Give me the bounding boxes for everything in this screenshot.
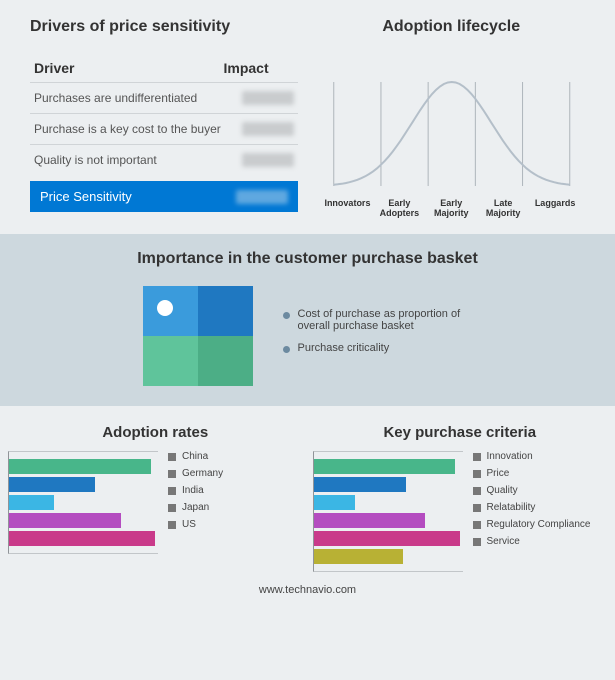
- impact-blurred: [242, 91, 294, 105]
- adoption-rates-panel: Adoption rates China Germany India Japan US: [8, 424, 303, 572]
- col-header-impact: Impact: [224, 60, 294, 76]
- lifecycle-labels: InnovatorsEarly AdoptersEarly MajorityLa…: [318, 199, 586, 219]
- driver-label: Purchase is a key cost to the buyer: [34, 122, 242, 136]
- legend-swatch-icon: [168, 453, 176, 461]
- bar: [9, 531, 155, 546]
- table-row: Quality is not important: [30, 144, 298, 175]
- lifecycle-stage-label: Early Adopters: [373, 199, 425, 219]
- legend-item: Relatability: [473, 502, 591, 513]
- price-sensitivity-bar: Price Sensitivity: [30, 181, 298, 212]
- bar: [9, 513, 121, 528]
- legend-item: Quality: [473, 485, 591, 496]
- legend-item: US: [168, 519, 223, 530]
- table-row: Purchases are undifferentiated: [30, 82, 298, 113]
- bullet-icon: [283, 346, 290, 353]
- criteria-legend: Innovation Price Quality Relatability Regula…: [473, 451, 591, 572]
- bar: [314, 459, 456, 474]
- summary-label: Price Sensitivity: [40, 189, 236, 204]
- legend-label: Germany: [182, 468, 223, 479]
- lifecycle-panel: Adoption lifecycle InnovatorsEarly Adopt…: [318, 18, 586, 224]
- lifecycle-stage-label: Late Majority: [477, 199, 529, 219]
- col-header-driver: Driver: [34, 60, 224, 76]
- importance-title: Importance in the customer purchase bask…: [30, 250, 585, 268]
- lifecycle-chart: [318, 54, 586, 194]
- impact-blurred: [242, 122, 294, 136]
- legend-item: Cost of purchase as proportion of overal…: [283, 308, 473, 332]
- importance-panel: Importance in the customer purchase bask…: [0, 234, 615, 406]
- bar: [314, 531, 460, 546]
- bar: [9, 477, 95, 492]
- bullet-icon: [283, 312, 290, 319]
- table-row: Purchase is a key cost to the buyer: [30, 113, 298, 144]
- lifecycle-stage-label: Laggards: [529, 199, 581, 219]
- legend-label: US: [182, 519, 196, 530]
- bar: [9, 495, 54, 510]
- legend-label: Innovation: [487, 451, 533, 462]
- criteria-title: Key purchase criteria: [313, 424, 608, 441]
- legend-swatch-icon: [473, 470, 481, 478]
- driver-label: Quality is not important: [34, 153, 242, 167]
- legend-item: Germany: [168, 468, 223, 479]
- legend-label: China: [182, 451, 208, 462]
- summary-blurred: [236, 190, 288, 204]
- drivers-title: Drivers of price sensitivity: [30, 18, 298, 36]
- legend-swatch-icon: [168, 504, 176, 512]
- adoption-rates-bars: [8, 451, 158, 554]
- legend-label: Japan: [182, 502, 209, 513]
- drivers-table: Driver Impact Purchases are undifferenti…: [30, 54, 298, 212]
- legend-item: India: [168, 485, 223, 496]
- footer-url: www.technavio.com: [0, 578, 615, 606]
- adoption-rates-legend: China Germany India Japan US: [168, 451, 223, 554]
- legend-swatch-icon: [473, 453, 481, 461]
- lifecycle-title: Adoption lifecycle: [318, 18, 586, 36]
- legend-item: Price: [473, 468, 591, 479]
- drivers-panel: Drivers of price sensitivity Driver Impa…: [30, 18, 298, 224]
- legend-label: India: [182, 485, 204, 496]
- legend-swatch-icon: [473, 538, 481, 546]
- criteria-panel: Key purchase criteria Innovation Price Qua…: [313, 424, 608, 572]
- bar: [314, 513, 426, 528]
- legend-text: Cost of purchase as proportion of overal…: [298, 308, 473, 332]
- adoption-rates-title: Adoption rates: [8, 424, 303, 441]
- legend-label: Quality: [487, 485, 518, 496]
- legend-swatch-icon: [168, 487, 176, 495]
- legend-item: Purchase criticality: [283, 342, 473, 354]
- legend-item: Regulatory Compliance: [473, 519, 591, 530]
- bar: [314, 477, 406, 492]
- legend-swatch-icon: [473, 521, 481, 529]
- legend-swatch-icon: [168, 470, 176, 478]
- importance-quadrant: [143, 286, 253, 386]
- legend-swatch-icon: [473, 487, 481, 495]
- lifecycle-stage-label: Innovators: [322, 199, 374, 219]
- criteria-bars: [313, 451, 463, 572]
- legend-swatch-icon: [473, 504, 481, 512]
- legend-item: China: [168, 451, 223, 462]
- legend-swatch-icon: [168, 521, 176, 529]
- legend-item: Service: [473, 536, 591, 547]
- importance-legend: Cost of purchase as proportion of overal…: [283, 308, 473, 364]
- quadrant-marker: [157, 300, 173, 316]
- bar: [314, 495, 356, 510]
- legend-text: Purchase criticality: [298, 342, 390, 354]
- lifecycle-stage-label: Early Majority: [425, 199, 477, 219]
- legend-item: Innovation: [473, 451, 591, 462]
- bar: [9, 459, 151, 474]
- legend-label: Relatability: [487, 502, 536, 513]
- bar: [314, 549, 403, 564]
- legend-label: Service: [487, 536, 520, 547]
- legend-item: Japan: [168, 502, 223, 513]
- legend-label: Regulatory Compliance: [487, 519, 591, 530]
- driver-label: Purchases are undifferentiated: [34, 91, 242, 105]
- legend-label: Price: [487, 468, 510, 479]
- impact-blurred: [242, 153, 294, 167]
